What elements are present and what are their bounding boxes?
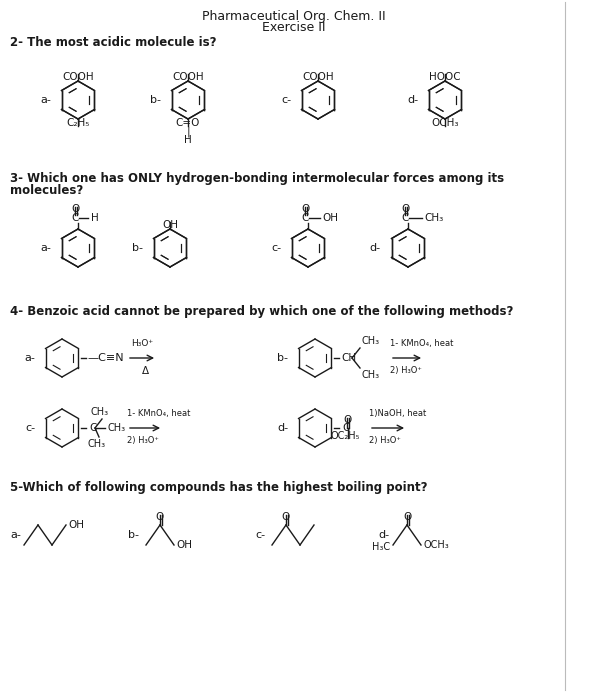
Text: OCH₃: OCH₃ <box>423 540 449 550</box>
Text: d-: d- <box>370 243 381 253</box>
Text: CH: CH <box>341 353 356 363</box>
Text: OH: OH <box>162 220 178 230</box>
Text: Δ: Δ <box>141 366 148 376</box>
Text: 4- Benzoic acid cannot be prepared by which one of the following methods?: 4- Benzoic acid cannot be prepared by wh… <box>10 305 514 318</box>
Text: H: H <box>184 135 192 145</box>
Text: b-: b- <box>128 530 139 540</box>
Text: COOH: COOH <box>172 72 204 82</box>
Text: d-: d- <box>277 423 288 433</box>
Text: Pharmaceutical Org. Chem. II: Pharmaceutical Org. Chem. II <box>202 10 386 23</box>
Text: OH: OH <box>176 540 192 550</box>
Text: a-: a- <box>40 243 51 253</box>
Text: CH₃: CH₃ <box>424 213 444 223</box>
Text: c-: c- <box>271 243 281 253</box>
Text: O: O <box>156 512 164 522</box>
Text: C: C <box>302 213 309 223</box>
Text: b-: b- <box>132 243 143 253</box>
Text: O: O <box>402 204 410 214</box>
Text: CH₃: CH₃ <box>361 370 379 380</box>
Text: 1)NaOH, heat: 1)NaOH, heat <box>369 409 426 418</box>
Text: CH₃: CH₃ <box>361 336 379 346</box>
Text: d-: d- <box>407 95 418 105</box>
Text: 1- KMnO₄, heat: 1- KMnO₄, heat <box>390 339 454 348</box>
Text: O: O <box>403 512 411 522</box>
Text: 3- Which one has ONLY hydrogen-bonding intermolecular forces among its: 3- Which one has ONLY hydrogen-bonding i… <box>10 172 504 185</box>
Text: C₂H₅: C₂H₅ <box>67 118 90 128</box>
Text: O: O <box>302 204 310 214</box>
Text: H: H <box>91 213 99 223</box>
Text: O: O <box>343 415 351 425</box>
Text: H₃O⁺: H₃O⁺ <box>131 339 153 348</box>
Text: 5-Which of following compounds has the highest boiling point?: 5-Which of following compounds has the h… <box>10 481 428 494</box>
Text: d-: d- <box>378 530 389 540</box>
Text: a-: a- <box>10 530 21 540</box>
Text: OH: OH <box>322 213 338 223</box>
Text: OH: OH <box>68 520 84 530</box>
Text: C: C <box>71 213 79 223</box>
Text: CH₃: CH₃ <box>107 423 125 433</box>
Text: —C≡N: —C≡N <box>87 353 124 363</box>
Text: O: O <box>72 204 80 214</box>
Text: Exercise II: Exercise II <box>262 21 326 34</box>
Text: HOOC: HOOC <box>429 72 461 82</box>
Text: H₃C: H₃C <box>372 542 390 552</box>
Text: c-: c- <box>25 423 35 433</box>
Text: 2) H₃O⁺: 2) H₃O⁺ <box>390 366 422 375</box>
Text: 2) H₃O⁺: 2) H₃O⁺ <box>369 436 401 445</box>
Text: C: C <box>342 423 349 433</box>
Text: COOH: COOH <box>62 72 94 82</box>
Text: |: | <box>186 127 190 137</box>
Text: CH₃: CH₃ <box>91 407 109 417</box>
Text: a-: a- <box>40 95 51 105</box>
Text: COOH: COOH <box>302 72 334 82</box>
Text: C=O: C=O <box>176 118 200 128</box>
Text: c-: c- <box>281 95 291 105</box>
Text: CH₃: CH₃ <box>88 439 106 449</box>
Text: 2) H₃O⁺: 2) H₃O⁺ <box>127 436 159 445</box>
Text: molecules?: molecules? <box>10 184 83 197</box>
Text: 2- The most acidic molecule is?: 2- The most acidic molecule is? <box>10 36 217 49</box>
Text: 1- KMnO₄, heat: 1- KMnO₄, heat <box>127 409 190 418</box>
Text: b-: b- <box>277 353 288 363</box>
Text: c-: c- <box>255 530 265 540</box>
Text: O: O <box>282 512 290 522</box>
Text: b-: b- <box>150 95 161 105</box>
Text: a-: a- <box>24 353 35 363</box>
Text: C: C <box>89 423 97 433</box>
Text: OC₂H₅: OC₂H₅ <box>330 431 360 441</box>
Text: OCH₃: OCH₃ <box>431 118 459 128</box>
Text: C: C <box>401 213 409 223</box>
